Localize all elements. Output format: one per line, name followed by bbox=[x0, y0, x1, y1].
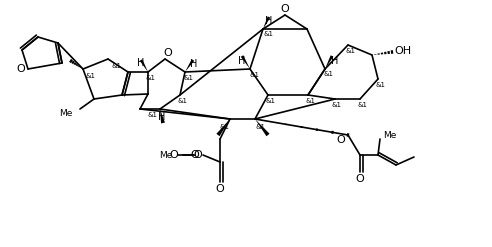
Text: H: H bbox=[190, 59, 197, 69]
Text: &1: &1 bbox=[111, 63, 121, 69]
Text: &1: &1 bbox=[357, 102, 367, 108]
Text: OH: OH bbox=[394, 46, 411, 56]
Text: &1: &1 bbox=[266, 98, 276, 104]
Text: O: O bbox=[194, 150, 202, 160]
Text: O: O bbox=[215, 184, 224, 194]
Text: Me: Me bbox=[383, 131, 397, 141]
Text: O: O bbox=[17, 64, 26, 74]
Text: O: O bbox=[336, 135, 345, 145]
Text: &1: &1 bbox=[146, 75, 156, 81]
Text: &1: &1 bbox=[346, 48, 356, 54]
Text: &1: &1 bbox=[332, 102, 342, 108]
Text: O: O bbox=[190, 150, 199, 160]
Text: &1: &1 bbox=[324, 71, 334, 77]
Text: &1: &1 bbox=[178, 98, 188, 104]
Polygon shape bbox=[325, 55, 333, 69]
Text: &1: &1 bbox=[306, 98, 316, 104]
Text: &1: &1 bbox=[147, 112, 157, 118]
Text: O: O bbox=[356, 174, 365, 184]
Polygon shape bbox=[160, 109, 165, 124]
Text: &1: &1 bbox=[86, 73, 96, 79]
Text: &1: &1 bbox=[183, 75, 193, 81]
Polygon shape bbox=[185, 59, 194, 72]
Polygon shape bbox=[140, 59, 148, 72]
Text: Me: Me bbox=[158, 150, 172, 160]
Text: Me: Me bbox=[59, 109, 72, 119]
Text: H: H bbox=[158, 112, 166, 122]
Text: H: H bbox=[331, 56, 338, 66]
Text: H: H bbox=[265, 16, 273, 26]
Text: &1: &1 bbox=[255, 124, 265, 130]
Text: O: O bbox=[169, 150, 178, 160]
Polygon shape bbox=[216, 119, 230, 136]
Text: &1: &1 bbox=[376, 82, 386, 88]
Text: &1: &1 bbox=[249, 72, 259, 78]
Polygon shape bbox=[255, 119, 270, 136]
Text: H: H bbox=[238, 56, 245, 66]
Text: H: H bbox=[137, 58, 144, 68]
Text: &1: &1 bbox=[263, 31, 273, 37]
Text: O: O bbox=[280, 4, 289, 14]
Text: &1: &1 bbox=[220, 124, 230, 130]
Polygon shape bbox=[263, 16, 270, 29]
Polygon shape bbox=[241, 55, 250, 69]
Text: O: O bbox=[164, 48, 172, 58]
